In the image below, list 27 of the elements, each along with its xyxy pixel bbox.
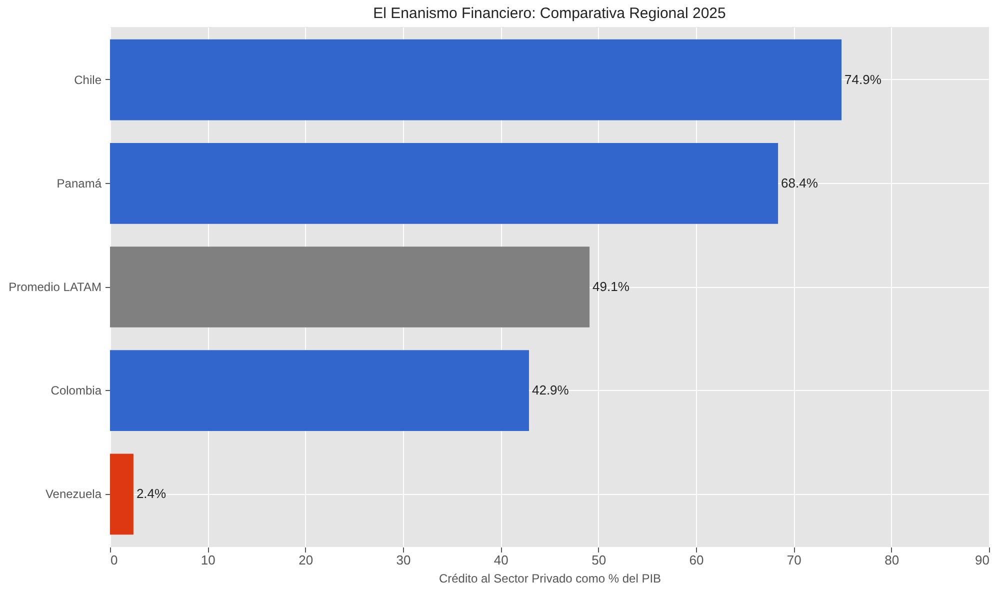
x-tick-label: 70 — [786, 552, 802, 568]
data-label: 49.1% — [592, 279, 630, 294]
x-tick-label: 40 — [494, 552, 508, 568]
y-tick-label: Promedio LATAM — [8, 280, 102, 294]
data-label: 42.9% — [532, 382, 570, 398]
y-tick-label: Panamá — [56, 176, 102, 190]
x-tick-label: 50 — [592, 552, 606, 568]
x-tick-label: 60 — [689, 552, 704, 568]
x-tick-label: 20 — [298, 552, 314, 568]
y-tick-label: Chile — [74, 72, 102, 87]
x-axis-title: Crédito al Sector Privado como % del PIB — [438, 572, 662, 586]
bar — [110, 454, 134, 535]
data-label: 74.9% — [844, 72, 882, 87]
x-tick-label: 0 — [110, 552, 118, 568]
x-tick-label: 80 — [884, 552, 900, 568]
x-tick-label: 10 — [200, 552, 216, 568]
chart-title: El Enanismo Financiero: Comparativa Regional 2025 — [373, 5, 726, 22]
data-label: 2.4% — [136, 486, 167, 502]
x-tick-label: 90 — [975, 552, 990, 568]
x-tick-label: 30 — [396, 552, 411, 568]
y-tick-label: Colombia — [50, 384, 102, 398]
bar — [110, 350, 529, 431]
bar — [110, 39, 842, 120]
data-label: 68.4% — [781, 175, 818, 190]
bar — [110, 246, 590, 328]
bar — [110, 143, 778, 224]
y-tick-label: Venezuela — [45, 487, 102, 502]
